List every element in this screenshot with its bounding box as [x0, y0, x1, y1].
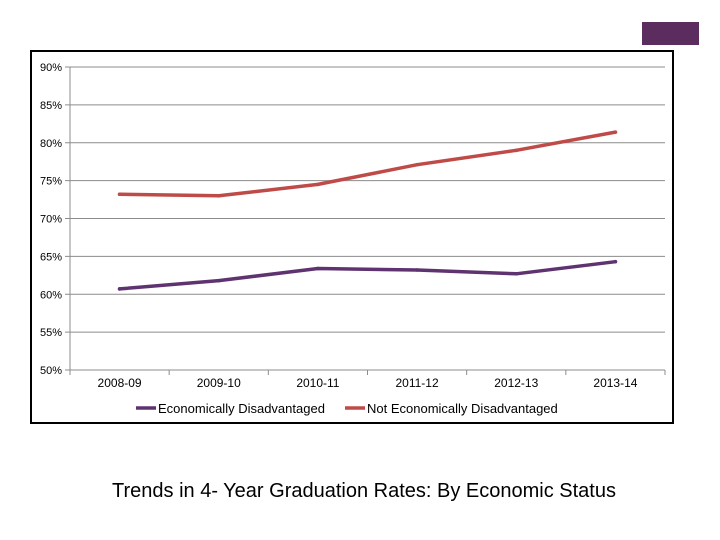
data-point	[613, 259, 618, 264]
y-tick-label: 80%	[40, 138, 62, 150]
y-tick-label: 55%	[40, 327, 62, 339]
y-axis-ticks: 50% 55% 60% 65% 70% 75% 80% 85% 90%	[40, 62, 70, 377]
legend-label: Economically Disadvantaged	[158, 401, 325, 416]
y-tick-label: 50%	[40, 365, 62, 377]
legend: Economically Disadvantaged Not Economical…	[136, 401, 558, 416]
data-point	[117, 192, 122, 197]
y-tick-label: 60%	[40, 289, 62, 301]
data-point	[514, 148, 519, 153]
data-point	[613, 130, 618, 134]
x-tick-label: 2013-14	[593, 376, 637, 390]
gridlines	[70, 66, 665, 333]
data-point	[216, 278, 221, 283]
series-line-1	[117, 259, 618, 291]
data-point	[415, 162, 419, 167]
data-point	[216, 193, 221, 198]
data-point	[415, 268, 419, 272]
data-point	[316, 266, 320, 271]
x-tick-label: 2012-13	[494, 376, 538, 390]
y-tick-label: 85%	[40, 100, 62, 112]
x-axis-ticks: 2008-09 2009-10 2010-11 2011-12 2012-13 2013-…	[69, 370, 666, 390]
series-lines	[117, 130, 618, 291]
x-tick-label: 2010-11	[296, 376, 339, 390]
series-line-2	[117, 130, 618, 198]
y-tick-label: 65%	[40, 251, 62, 263]
x-tick-label: 2008-09	[98, 376, 142, 390]
chart-caption: Trends in 4- Year Graduation Rates: By E…	[112, 480, 616, 502]
x-tick-label: 2011-12	[396, 376, 439, 390]
data-point	[316, 182, 320, 187]
y-tick-label: 75%	[40, 176, 62, 188]
legend-label: Not Economically Disadvantaged	[367, 401, 558, 416]
y-tick-label: 90%	[40, 62, 62, 74]
chart-frame	[30, 50, 674, 424]
data-point	[117, 287, 122, 291]
y-tick-label: 70%	[40, 214, 62, 226]
x-tick-label: 2009-10	[197, 376, 241, 390]
accent-block	[642, 22, 699, 45]
data-point	[514, 271, 519, 276]
